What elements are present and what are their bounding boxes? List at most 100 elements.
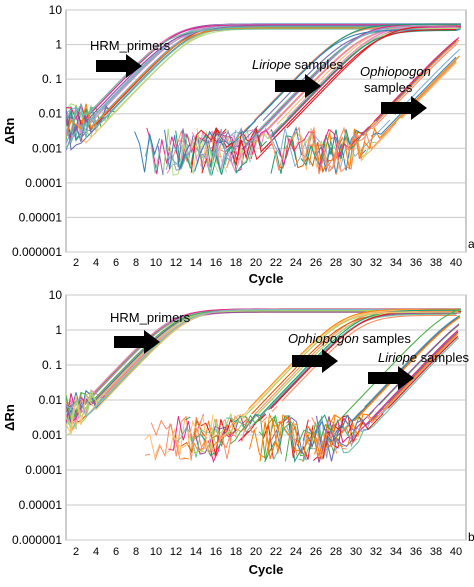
x-tick-label: 40 (450, 546, 462, 558)
x-tick-label: 14 (190, 257, 202, 269)
x-tick-label: 14 (190, 546, 202, 558)
annotation-arrow-group: Liriope samples (252, 57, 344, 98)
x-tick-label: 6 (113, 546, 119, 558)
amplification-curve-segment (306, 420, 338, 448)
amplification-curve-segment (207, 144, 219, 173)
amplification-curve (271, 29, 457, 137)
amplification-curve-segment (150, 415, 232, 461)
amplification-curve (226, 313, 457, 433)
amplification-curve-segment (239, 416, 246, 423)
x-tick-label: 18 (230, 257, 242, 269)
y-tick-label: 0.000001 (12, 533, 62, 547)
amplification-curve-segment (209, 405, 255, 454)
amplification-curve-segment (205, 149, 226, 175)
amplification-curve-segment (267, 414, 298, 456)
amplification-curve-segment (301, 427, 308, 452)
amplification-curve (372, 43, 458, 130)
x-tick-label: 8 (133, 546, 139, 558)
x-tick-label: 22 (270, 546, 282, 558)
x-tick-label: 10 (150, 257, 162, 269)
y-tick-label: 10 (49, 3, 63, 17)
x-tick-label: 32 (370, 257, 382, 269)
x-tick-label: 30 (350, 257, 362, 269)
amplification-curve (381, 336, 457, 415)
y-tick-label: 0. 1 (42, 358, 62, 372)
x-tick-label: 28 (330, 257, 342, 269)
amplification-curve-segment (168, 416, 194, 451)
amplification-curve-segment (273, 421, 295, 460)
amplification-curve-segment (189, 435, 205, 454)
amplification-curve (387, 335, 459, 409)
y-tick-label: 0. 1 (42, 72, 62, 86)
annotation-arrow (96, 54, 142, 78)
y-tick-label: 0.0001 (25, 463, 62, 477)
x-tick-label: 26 (310, 546, 322, 558)
amplification-curve-segment (302, 419, 344, 463)
y-tick-label: 1 (55, 323, 62, 337)
y-tick-label: 0.01 (39, 107, 63, 121)
amplification-curve-segment (295, 128, 332, 171)
amplification-curve (382, 332, 459, 411)
annotation-arrow (275, 74, 321, 98)
amplification-curve-segment (306, 415, 338, 459)
x-tick-label: 4 (93, 546, 99, 558)
annotation-label: HRM_primers (110, 310, 191, 325)
x-tick-label: 16 (210, 546, 222, 558)
amplification-curve-segment (185, 416, 191, 421)
x-tick-label: 2 (73, 546, 79, 558)
amplification-curve-segment (183, 457, 189, 460)
x-tick-label: 22 (270, 257, 282, 269)
amplification-curve-segment (291, 424, 298, 456)
y-tick-label: 10 (49, 288, 63, 302)
amplification-curve-segment (172, 414, 214, 453)
amplification-curve-segment (201, 158, 208, 174)
x-tick-label: 10 (150, 546, 162, 558)
amplification-curve-segment (347, 413, 379, 446)
annotation-arrow-group: HRM_primers (110, 310, 191, 354)
x-tick-label: 20 (250, 257, 262, 269)
amplification-curve-segment (240, 413, 267, 441)
panel-label: b (468, 530, 474, 544)
y-axis-label: ΔRn (2, 404, 17, 431)
x-tick-label: 38 (430, 546, 442, 558)
amplification-curve-segment (286, 426, 297, 440)
x-tick-label: 38 (430, 257, 442, 269)
annotation-label: Ophiopogon samples (288, 331, 411, 346)
amplification-curve-segment (175, 426, 222, 458)
amplification-curve-segment (162, 128, 204, 176)
annotation-arrow-group: HRM_primers (90, 38, 171, 78)
amplification-curve-segment (271, 405, 278, 412)
annotation-arrow (381, 96, 427, 120)
amplification-curve-segment (325, 122, 397, 173)
amplification-curve (66, 23, 461, 132)
amplification-curve (309, 308, 461, 450)
amplification-curve (230, 309, 461, 425)
amplification-curve (259, 316, 461, 462)
amplification-curve (230, 29, 457, 167)
amplification-curve-segment (195, 148, 207, 156)
y-tick-label: 0.001 (32, 141, 62, 155)
annotation-arrow (368, 366, 414, 390)
amplification-curve-segment (311, 417, 338, 460)
annotation-label: Ophiopogon samples (360, 64, 431, 95)
amplification-curve-segment (216, 432, 238, 460)
amplification-curve (308, 323, 460, 463)
y-tick-label: 0.00001 (19, 210, 63, 224)
amplification-curve-segment (215, 131, 227, 144)
amplification-curve-segment (164, 129, 191, 171)
x-tick-label: 36 (410, 257, 422, 269)
x-axis-label: Cycle (249, 271, 284, 286)
amplification-curve-segment (165, 149, 192, 172)
amplification-curve-segment (271, 428, 282, 455)
amplification-curve-segment (134, 131, 161, 173)
amplification-curve-segment (314, 135, 321, 143)
annotation-arrow-group: Ophiopogon samples (288, 331, 411, 373)
x-tick-label: 24 (290, 546, 302, 558)
annotation-label: HRM_primers (90, 38, 171, 53)
amplification-curve-segment (144, 453, 151, 456)
amplification-curve-segment (164, 418, 186, 456)
x-tick-label: 34 (390, 546, 402, 558)
